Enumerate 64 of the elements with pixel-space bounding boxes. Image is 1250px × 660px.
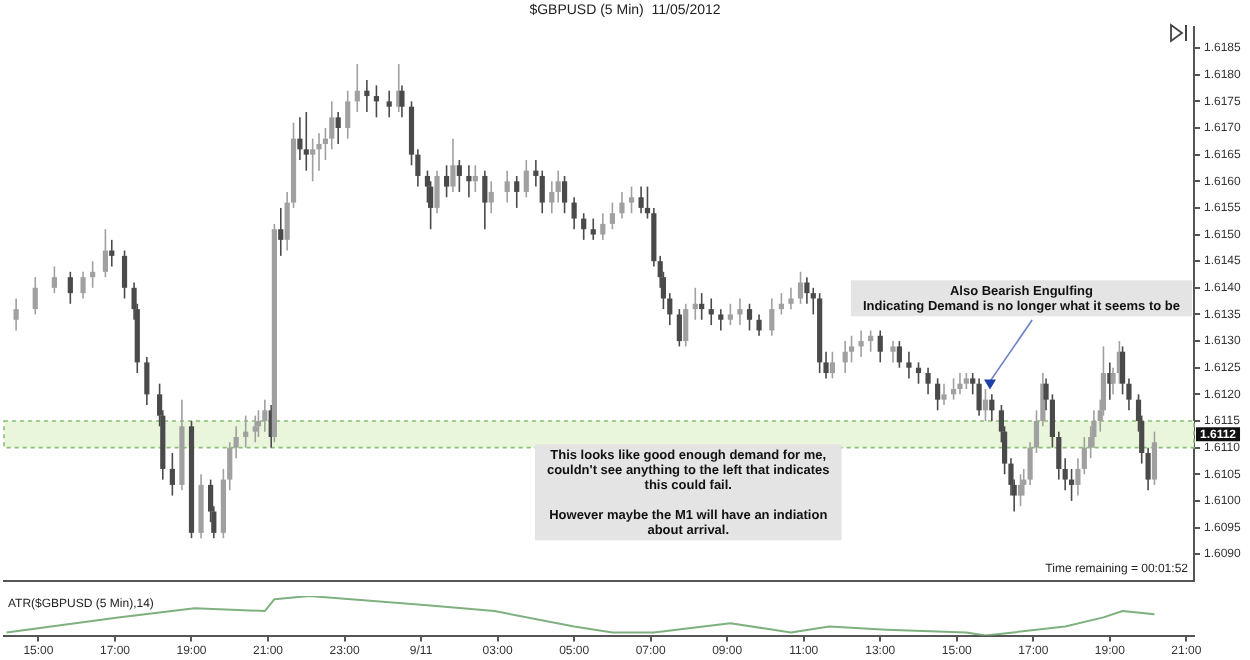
candlestick: [466, 164, 472, 199]
candlestick: [890, 340, 896, 364]
candlestick: [957, 372, 963, 396]
candlestick: [609, 201, 615, 231]
candlestick: [32, 276, 38, 316]
candlestick: [877, 329, 883, 364]
candlestick: [581, 212, 587, 241]
candlestick: [345, 89, 351, 140]
candlestick: [434, 169, 440, 215]
candlestick: [638, 185, 644, 215]
candlestick: [1017, 473, 1024, 508]
candlestick: [102, 228, 108, 278]
candlestick: [769, 297, 775, 337]
candlestick: [683, 303, 689, 348]
candlestick: [252, 414, 258, 444]
candlestick: [925, 366, 931, 396]
candlestick: [976, 377, 982, 417]
candlestick: [561, 175, 568, 215]
candlestick: [797, 271, 804, 305]
candlestick: [144, 356, 150, 406]
candlestick: [514, 175, 520, 209]
candlestick: [198, 473, 204, 539]
candlestick: [989, 393, 995, 422]
candlestick: [262, 398, 268, 433]
candlestick: [756, 313, 762, 337]
candlestick: [310, 137, 316, 183]
candlestick: [488, 180, 494, 215]
candlestick: [482, 169, 488, 231]
candlestick: [619, 191, 625, 220]
candlestick: [941, 382, 947, 406]
candlestick: [746, 303, 753, 332]
candlestick: [121, 249, 128, 300]
candlestick: [443, 164, 450, 199]
candlestick: [386, 89, 392, 119]
candlestick: [303, 111, 309, 172]
candlestick: [13, 297, 19, 332]
candlestick: [80, 271, 86, 300]
candlestick: [982, 388, 989, 422]
candlestick: [169, 452, 175, 497]
candlestick: [571, 196, 577, 231]
candlestick: [354, 63, 360, 113]
candlestick: [906, 350, 912, 380]
candlestick: [278, 207, 284, 257]
candlestick: [51, 265, 57, 294]
candlestick: [628, 185, 635, 215]
candlestick: [718, 308, 724, 332]
candlestick: [737, 297, 743, 326]
candlestick: [727, 303, 733, 326]
candlestick: [1151, 430, 1158, 486]
candlestick: [67, 271, 73, 305]
candlestick: [842, 340, 848, 374]
candlestick: [456, 159, 462, 193]
candlestick: [600, 212, 606, 241]
candlestick: [896, 340, 902, 369]
candlestick: [590, 217, 596, 241]
candlestick: [450, 137, 456, 193]
candlestick: [523, 159, 529, 199]
candlestick: [504, 169, 510, 204]
candlestick: [935, 377, 941, 412]
candlestick: [399, 84, 405, 119]
candlestick: [829, 350, 836, 380]
candlestick: [788, 287, 794, 310]
candlestick: [335, 111, 341, 145]
candlestick: [676, 308, 682, 348]
